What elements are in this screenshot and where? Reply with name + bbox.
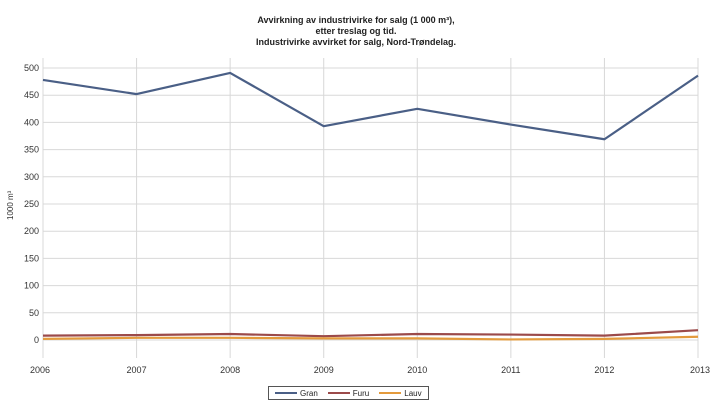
series-line-gran	[42, 71, 699, 141]
y-tick-label: 0	[34, 335, 39, 345]
y-tick-label: 250	[24, 199, 39, 209]
x-tick-label: 2006	[30, 365, 50, 375]
x-tick-label: 2012	[594, 365, 614, 375]
legend-label-gran: Gran	[300, 388, 318, 398]
legend-swatch-gran	[275, 392, 297, 394]
y-tick-label: 50	[29, 308, 39, 318]
legend-swatch-furu	[327, 392, 350, 394]
x-tick-label: 2011	[501, 365, 520, 375]
chart-title-line-1: Avvirkning av industrivirke for salg (1 …	[257, 15, 455, 25]
y-tick-label: 200	[24, 226, 39, 236]
chart-title-line-3: Industrivirke avvirket for salg, Nord-Tr…	[255, 37, 457, 47]
legend-label-lauv: Lauv	[404, 388, 422, 398]
y-tick-label: 500	[24, 63, 39, 73]
y-tick-label: 450	[24, 90, 39, 100]
y-tick-label: 300	[24, 172, 39, 182]
x-tick-label: 2008	[220, 365, 240, 375]
x-tick-label: 2010	[407, 365, 427, 375]
x-tick-label: 2009	[314, 365, 334, 375]
series-line-lauv	[42, 335, 699, 341]
chart-title-line-2: etter treslag og tid.	[315, 26, 397, 36]
series-line-furu	[42, 329, 699, 338]
legend-swatch-lauv	[379, 392, 402, 394]
y-tick-label: 100	[24, 281, 39, 291]
y-tick-label: 350	[24, 145, 39, 155]
legend: Gran Furu Lauv	[268, 386, 429, 400]
legend-label-furu: Furu	[352, 388, 370, 398]
legend-item-lauv: Lauv	[379, 388, 422, 398]
x-tick-label: 2007	[127, 365, 147, 375]
x-tick-label: 2013	[690, 365, 710, 375]
legend-item-gran: Gran	[275, 389, 318, 398]
y-tick-label: 400	[24, 117, 39, 127]
legend-item-furu: Furu	[327, 388, 370, 398]
y-tick-label: 150	[24, 253, 39, 263]
